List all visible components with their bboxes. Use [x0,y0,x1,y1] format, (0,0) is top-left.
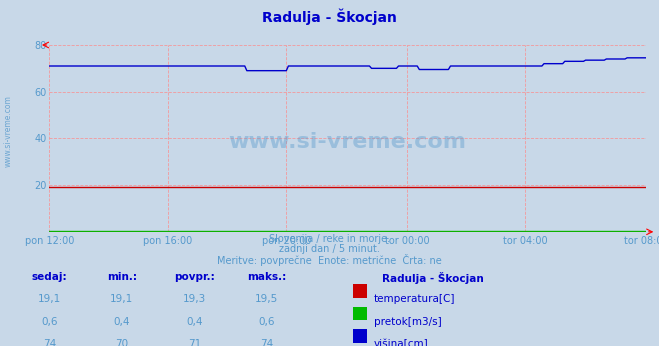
Text: www.si-vreme.com: www.si-vreme.com [3,95,13,167]
Text: pretok[m3/s]: pretok[m3/s] [374,317,442,327]
Text: 19,1: 19,1 [110,294,134,304]
Text: 0,4: 0,4 [113,317,130,327]
Text: Radulja - Škocjan: Radulja - Škocjan [382,272,484,284]
Text: www.si-vreme.com: www.si-vreme.com [229,132,467,152]
Text: 0,4: 0,4 [186,317,203,327]
Text: 74: 74 [260,339,273,346]
Text: 74: 74 [43,339,56,346]
Text: zadnji dan / 5 minut.: zadnji dan / 5 minut. [279,244,380,254]
Text: 0,6: 0,6 [41,317,58,327]
Text: višina[cm]: višina[cm] [374,339,428,346]
Text: Radulja - Škocjan: Radulja - Škocjan [262,9,397,25]
Text: 19,3: 19,3 [183,294,206,304]
Text: 70: 70 [115,339,129,346]
Text: maks.:: maks.: [247,272,287,282]
Text: 0,6: 0,6 [258,317,275,327]
Text: Slovenija / reke in morje.: Slovenija / reke in morje. [269,234,390,244]
Text: 71: 71 [188,339,201,346]
Text: sedaj:: sedaj: [32,272,67,282]
Text: povpr.:: povpr.: [174,272,215,282]
Text: min.:: min.: [107,272,137,282]
Text: Meritve: povprečne  Enote: metrične  Črta: ne: Meritve: povprečne Enote: metrične Črta:… [217,254,442,266]
Text: 19,1: 19,1 [38,294,61,304]
Text: temperatura[C]: temperatura[C] [374,294,455,304]
Text: 19,5: 19,5 [255,294,279,304]
